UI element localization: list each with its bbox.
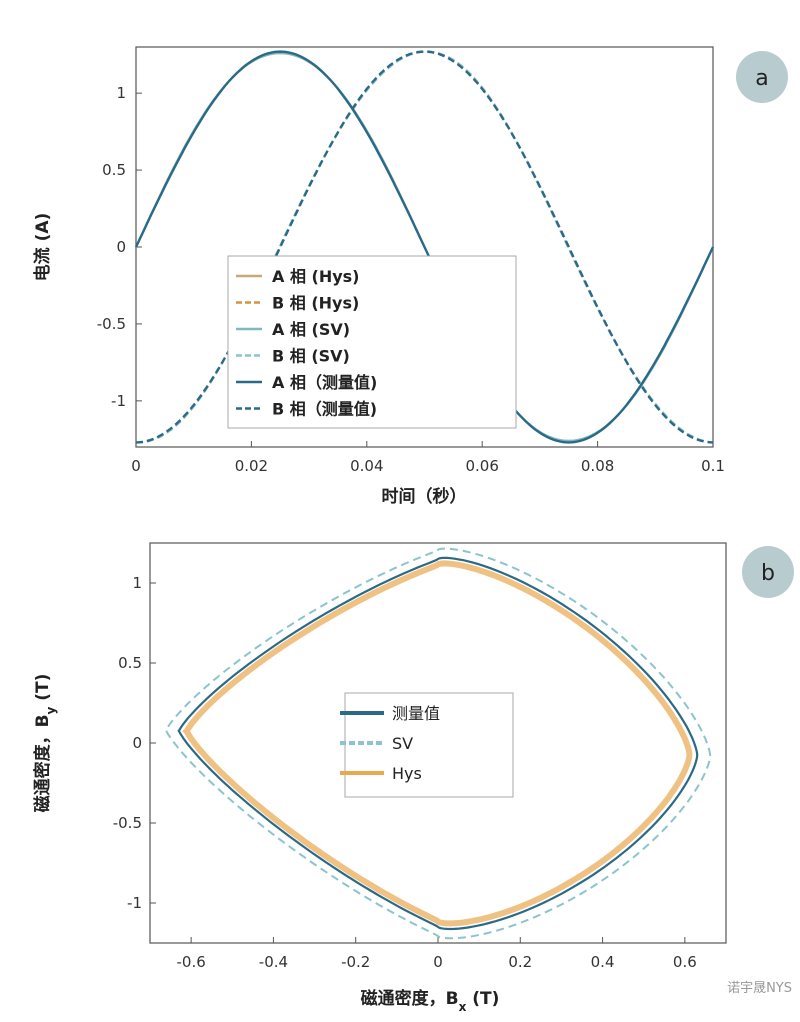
panel-a-y-axis-label: 电流 (A) bbox=[32, 213, 53, 282]
panel-b-x-tick-label: -0.6 bbox=[177, 953, 206, 971]
panel-b-y-tick-label: 1 bbox=[132, 574, 142, 592]
panel-a-series-line-6 bbox=[135, 50, 714, 444]
panel-a-series-line-5 bbox=[134, 50, 715, 444]
badge-b: b bbox=[742, 546, 794, 598]
badge-b-circle bbox=[742, 546, 794, 598]
panel-a-y-tick-label: -1 bbox=[111, 392, 126, 410]
panel-b-series-loop-2 bbox=[163, 547, 712, 940]
panel-a-y-tick-label: 0 bbox=[116, 238, 126, 256]
panel-a-x-axis-label: 时间（秒） bbox=[382, 486, 467, 507]
badge-a: a bbox=[736, 51, 788, 103]
badge-a-circle bbox=[736, 51, 788, 103]
panel-a-legend-label: B 相 (SV) bbox=[272, 347, 350, 366]
panel-b-x-tick-label: 0.4 bbox=[591, 953, 615, 971]
panel-a-y-tick-label: -0.5 bbox=[97, 315, 126, 333]
badge-b-label: b bbox=[761, 561, 775, 586]
panel-b-x-tick-label: -0.2 bbox=[341, 953, 370, 971]
panel-a-legend-label: A 相 (Hys) bbox=[272, 267, 360, 286]
panel-a-x-tick-label: 0.02 bbox=[235, 457, 268, 475]
panel-a-legend-label: A 相（测量值) bbox=[272, 373, 377, 392]
panel-b-series-loop-1 bbox=[177, 556, 699, 931]
panel-a-y-tick-label: 0.5 bbox=[102, 161, 126, 179]
panel-b-x-ticks: -0.6 -0.4 -0.2 0 0.2 0.4 0.6 bbox=[177, 937, 697, 971]
panel-b-y-tick-label: 0.5 bbox=[118, 654, 142, 672]
panel-a-x-tick-label: 0.06 bbox=[465, 457, 498, 475]
panel-a-x-ticks: 0 0.02 0.04 0.06 0.08 0.1 bbox=[131, 441, 725, 475]
panel-a-x-tick-label: 0 bbox=[131, 457, 141, 475]
panel-b-x-axis-label: 磁通密度，Bx (T) bbox=[361, 988, 500, 1014]
panel-b-legend-label: 测量值 bbox=[392, 704, 440, 723]
panel-b: 1 0.5 0 -0.5 -1 -0.6 -0.4 -0.2 0 0.2 0.4 0.6 磁通密度，… bbox=[32, 542, 794, 1014]
panel-a-legend-label: B 相（测量值) bbox=[272, 400, 377, 419]
panel-b-y-axis-label: 磁通密度，By (T) bbox=[32, 674, 58, 813]
panel-b-y-tick-label: -1 bbox=[127, 894, 142, 912]
panel-b-legend-label: Hys bbox=[392, 764, 422, 783]
panel-b-y-tick-label: -0.5 bbox=[113, 814, 142, 832]
panel-a-x-tick-label: 0.04 bbox=[350, 457, 383, 475]
panel-b-x-tick-label: 0.6 bbox=[673, 953, 697, 971]
panel-b-x-tick-label: 0 bbox=[433, 953, 443, 971]
panel-b-x-tick-label: -0.4 bbox=[259, 953, 288, 971]
panel-a-legend-box bbox=[227, 255, 517, 429]
panel-a-legend-label: A 相 (SV) bbox=[272, 320, 350, 339]
panel-b-y-tick-label: 0 bbox=[132, 734, 142, 752]
panel-b-series bbox=[163, 547, 712, 940]
panel-a-x-tick-label: 0.1 bbox=[701, 457, 725, 475]
panel-b-x-tick-label: 0.2 bbox=[508, 953, 532, 971]
panel-a-y-ticks: 1 0.5 0 -0.5 -1 bbox=[97, 84, 142, 410]
panel-a-y-tick-label: 1 bbox=[116, 84, 126, 102]
watermark-text: 诺宇晟NYS bbox=[727, 981, 792, 996]
panel-a-legend-label: B 相 (Hys) bbox=[272, 294, 359, 313]
panel-b-legend-label: SV bbox=[392, 734, 413, 753]
panel-a: 10.50-0.5-1 0 0.02 0.04 0.06 0.08 0.1 电流 (A) … bbox=[32, 46, 788, 507]
panel-b-series-loop-3 bbox=[182, 560, 693, 927]
panel-b-y-ticks: 1 0.5 0 -0.5 -1 bbox=[113, 574, 156, 912]
badge-a-label: a bbox=[755, 66, 768, 91]
panel-a-legend: A 相 (Hys) B 相 (Hys) A 相 (SV) B 相 (SV) A 相（测量… bbox=[227, 255, 517, 429]
panel-a-x-tick-label: 0.08 bbox=[581, 457, 614, 475]
panel-b-legend: 测量值 SV Hys bbox=[340, 692, 514, 798]
